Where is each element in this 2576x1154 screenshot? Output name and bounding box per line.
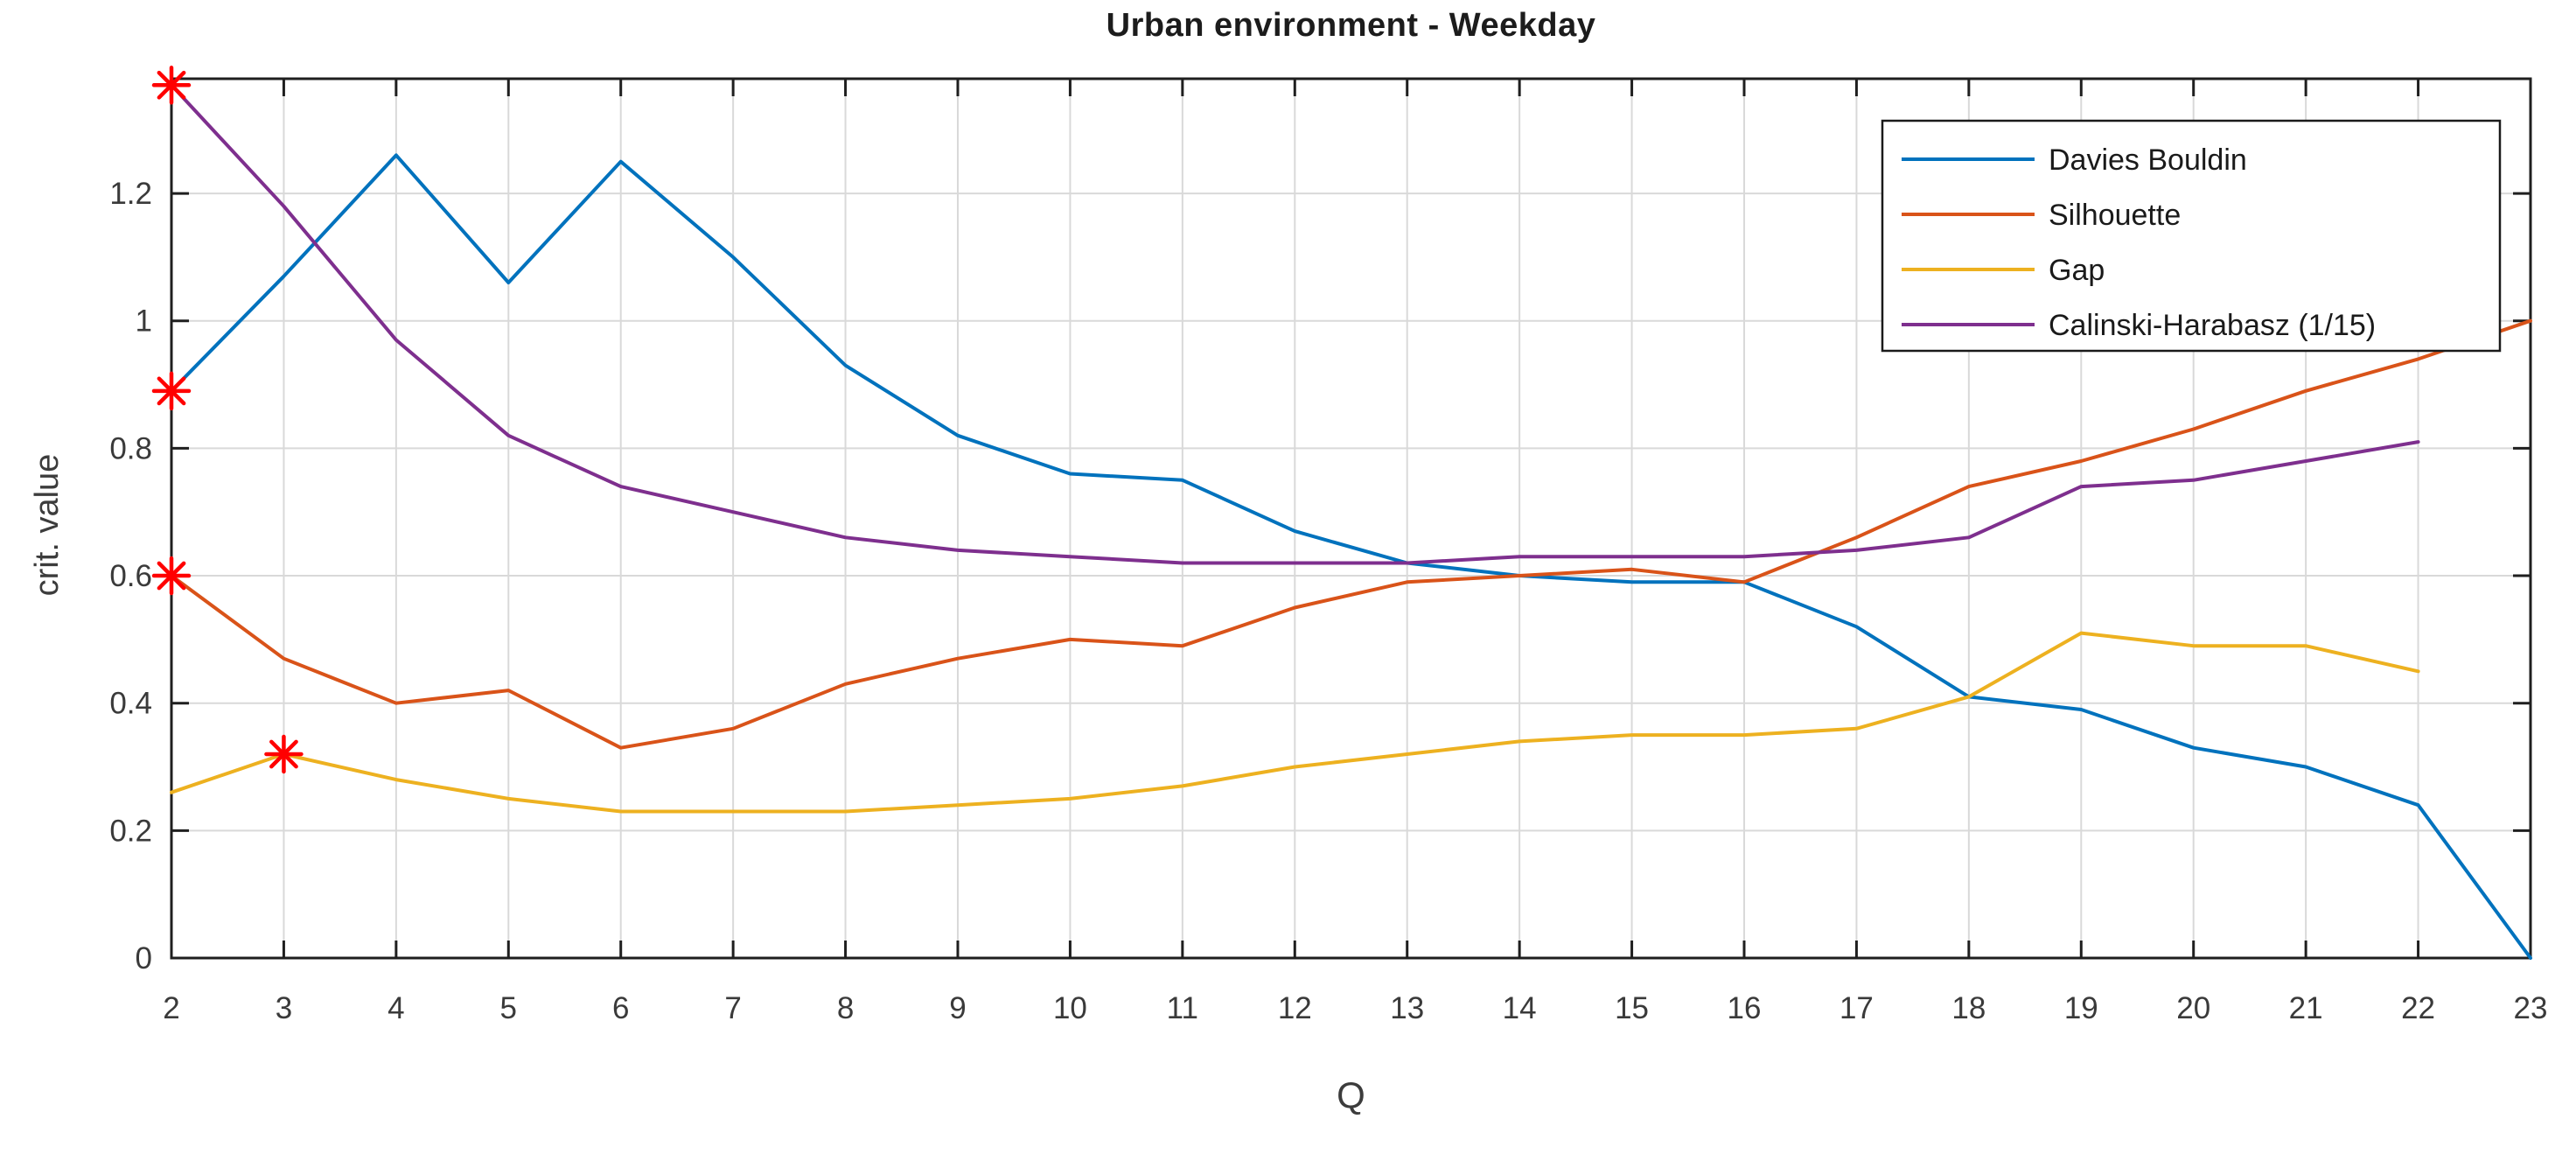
x-tick-label: 14 — [1503, 991, 1537, 1025]
y-tick-label: 0.4 — [109, 687, 152, 721]
x-tick-label: 6 — [612, 991, 629, 1025]
y-tick-label: 1.2 — [109, 177, 152, 211]
x-tick-label: 3 — [276, 991, 292, 1025]
series-line-davies-bouldin — [170, 153, 2532, 960]
axis-box — [170, 77, 2532, 960]
legend-label-davies-bouldin: Davies Bouldin — [2049, 143, 2247, 177]
series-line-calinski-harabasz-1-15 — [170, 83, 2420, 565]
x-tick-label: 16 — [1728, 991, 1762, 1025]
asterisk-spoke — [157, 561, 186, 591]
series-line-silhouette — [170, 318, 2532, 750]
x-tick-label: 8 — [837, 991, 854, 1025]
data-marker-asterisk — [151, 66, 192, 105]
y-tick-label: 0.2 — [109, 814, 152, 848]
y-tick-label: 1 — [136, 304, 152, 339]
x-tick-label: 7 — [724, 991, 741, 1025]
series-line-gap — [170, 631, 2420, 814]
x-tick-label: 2 — [163, 991, 179, 1025]
x-axis-label: Q — [1337, 1074, 1365, 1116]
x-tick-label: 21 — [2289, 991, 2323, 1025]
asterisk-spoke — [157, 70, 186, 100]
legend-label-gap: Gap — [2049, 254, 2105, 287]
y-tick-label: 0.6 — [109, 559, 152, 593]
x-tick-label: 11 — [1167, 991, 1198, 1025]
x-tick-label: 15 — [1615, 991, 1649, 1025]
x-tick-label: 13 — [1390, 991, 1424, 1025]
x-tick-label: 17 — [1840, 991, 1874, 1025]
legend-label-silhouette: Silhouette — [2049, 199, 2181, 232]
data-marker-asterisk — [151, 556, 192, 596]
x-tick-label: 20 — [2176, 991, 2210, 1025]
chart-title: Urban environment - Weekday — [1106, 7, 1596, 44]
x-tick-label: 22 — [2401, 991, 2435, 1025]
y-tick-label: 0.8 — [109, 431, 152, 465]
legend-label-calinski-harabasz-1-15: Calinski-Harabasz (1/15) — [2049, 309, 2376, 342]
x-tick-label: 4 — [387, 991, 404, 1025]
asterisk-spoke — [269, 739, 298, 769]
x-tick-label: 10 — [1053, 991, 1087, 1025]
x-tick-label: 18 — [1951, 991, 1986, 1025]
y-axis-label: crit. value — [29, 453, 66, 597]
data-marker-asterisk — [151, 371, 192, 411]
x-tick-label: 23 — [2514, 991, 2548, 1025]
x-tick-label: 19 — [2064, 991, 2098, 1025]
asterisk-spoke — [157, 376, 186, 406]
x-tick-label: 12 — [1278, 991, 1312, 1025]
x-tick-label: 9 — [949, 991, 966, 1025]
x-tick-label: 5 — [500, 991, 517, 1025]
data-marker-asterisk — [264, 734, 304, 774]
y-tick-label: 0 — [136, 941, 152, 976]
